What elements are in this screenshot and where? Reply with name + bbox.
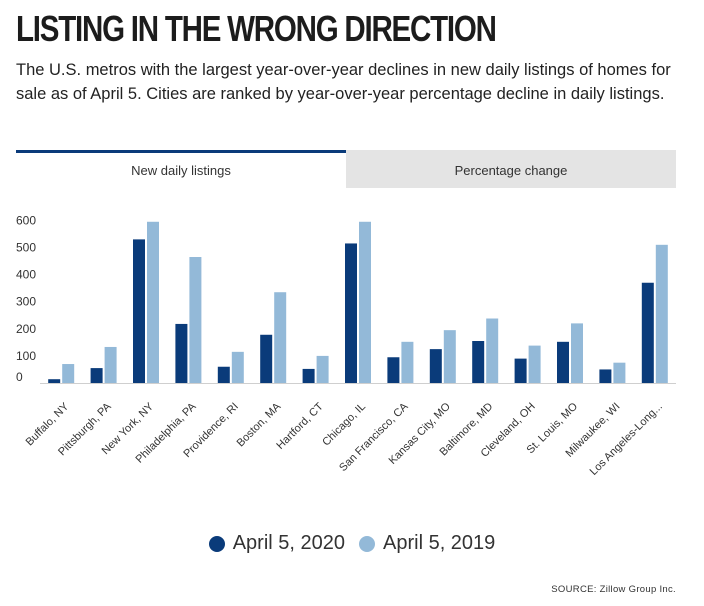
bar-2020[interactable] <box>133 239 145 383</box>
legend: April 5, 2020 April 5, 2019 <box>0 532 704 555</box>
legend-item-2020: April 5, 2020 <box>208 532 345 555</box>
tab-new-daily-listings[interactable]: New daily listings <box>16 150 346 188</box>
legend-item-2019: April 5, 2019 <box>359 532 495 555</box>
bar-2019[interactable] <box>359 221 371 383</box>
y-tick-label: 600 <box>16 213 36 227</box>
bar-2020[interactable] <box>557 341 569 383</box>
y-tick-label: 100 <box>16 349 36 363</box>
bar-2020[interactable] <box>217 366 230 383</box>
tab-bar: New daily listings Percentage change <box>16 150 676 188</box>
legend-swatch-2019 <box>359 535 375 552</box>
y-tick-label: 0 <box>16 370 23 384</box>
bar-2020[interactable] <box>90 368 103 383</box>
legend-label-2020: April 5, 2020 <box>232 532 345 554</box>
bar-2020[interactable] <box>175 323 188 383</box>
x-tick-label: Los Angeles-Long... <box>588 401 665 478</box>
y-tick-label: 400 <box>16 268 36 282</box>
bar-2019[interactable] <box>401 341 414 383</box>
bar-2019[interactable] <box>104 346 117 383</box>
bar-2019[interactable] <box>571 323 583 383</box>
legend-label-2019: April 5, 2019 <box>383 532 496 554</box>
bar-2020[interactable] <box>599 369 612 383</box>
bar-2019[interactable] <box>613 362 626 383</box>
y-tick-label: 500 <box>16 241 36 255</box>
bar-2019[interactable] <box>316 355 329 383</box>
bar-2019[interactable] <box>443 330 456 383</box>
bar-2020[interactable] <box>429 349 442 383</box>
y-tick-label: 300 <box>16 295 36 309</box>
bar-2019[interactable] <box>655 244 668 383</box>
bar-2019[interactable] <box>231 351 244 383</box>
source-note: SOURCE: Zillow Group Inc. <box>551 584 676 595</box>
bar-2020[interactable] <box>302 368 315 383</box>
bar-2019[interactable] <box>486 318 499 383</box>
bar-2019[interactable] <box>274 292 287 383</box>
bar-2019[interactable] <box>189 257 202 383</box>
bar-2020[interactable] <box>514 358 527 383</box>
y-tick-label: 200 <box>16 322 36 336</box>
tab-percentage-change[interactable]: Percentage change <box>346 150 676 188</box>
bar-2020[interactable] <box>48 379 61 383</box>
bar-2020[interactable] <box>641 282 654 383</box>
bar-2019[interactable] <box>528 345 541 383</box>
bar-2020[interactable] <box>345 243 357 383</box>
bar-2020[interactable] <box>472 341 485 383</box>
chart-title: LISTING IN THE WRONG DIRECTION <box>16 8 497 49</box>
legend-swatch-2020 <box>208 535 225 552</box>
bar-2020[interactable] <box>260 334 273 383</box>
bar-2019[interactable] <box>147 221 159 383</box>
chart-subtitle: The U.S. metros with the largest year-ov… <box>16 61 671 103</box>
bar-2019[interactable] <box>62 364 75 383</box>
bar-2020[interactable] <box>387 357 400 383</box>
